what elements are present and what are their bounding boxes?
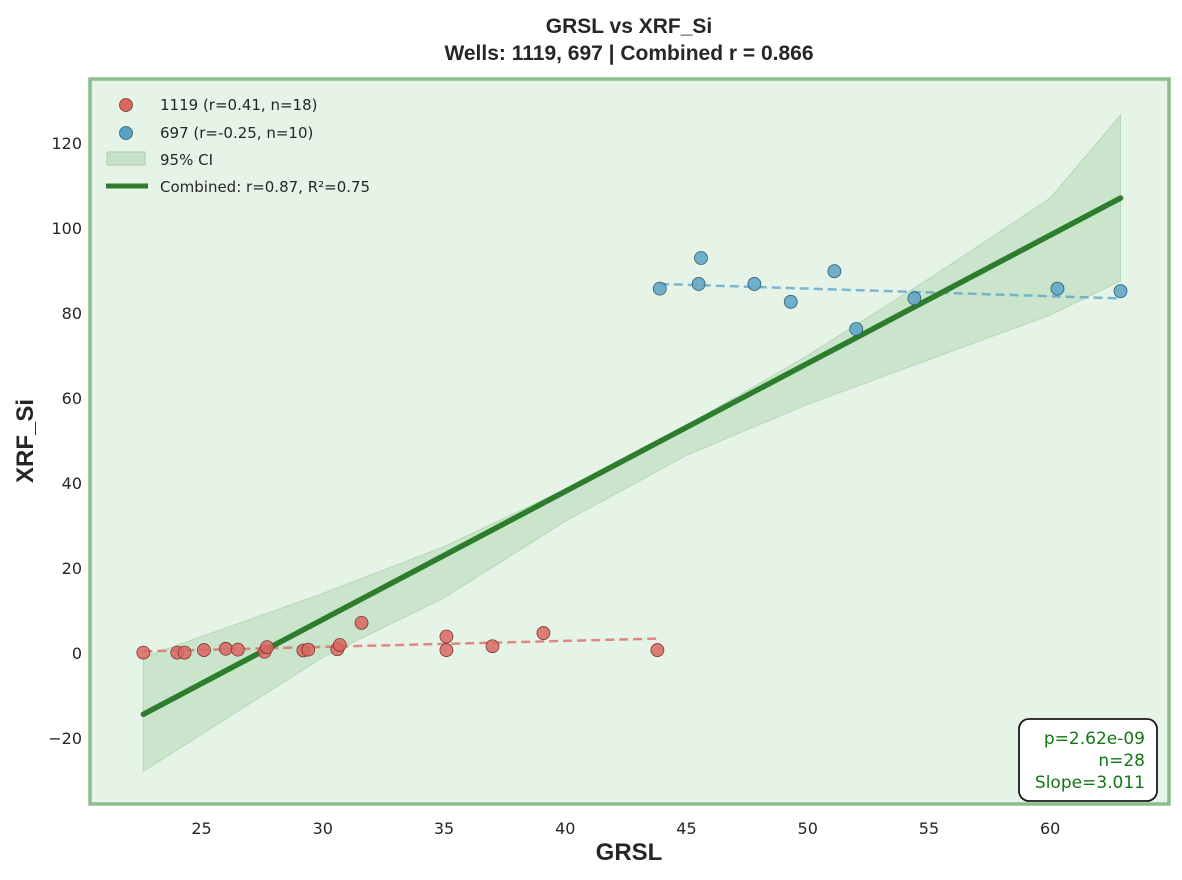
y-axis-label: XRF_Si (12, 399, 39, 483)
data-point-series-0-9 (301, 642, 316, 657)
data-points (136, 251, 1128, 660)
chart-title: GRSL vs XRF_Si (546, 15, 713, 38)
fit-line-series-1 (659, 282, 1121, 300)
data-point-series-0-11 (332, 638, 347, 652)
data-point-series-0-15 (485, 639, 500, 654)
legend-label-1119: 1119 (r=0.41, n=18) (160, 96, 317, 114)
x-tick-label-30: 30 (313, 819, 333, 838)
y-tick-label-20: 20 (62, 559, 82, 578)
legend-marker-1119 (119, 98, 133, 112)
stats-box-frame (1018, 718, 1158, 802)
data-point-series-1-1 (691, 277, 706, 291)
y-tick-label-80: 80 (62, 304, 82, 323)
data-point-series-1-6 (849, 322, 864, 336)
x-tick-label-40: 40 (555, 819, 575, 838)
y-tick-label-100: 100 (51, 219, 82, 238)
y-tick-label-40: 40 (62, 474, 82, 493)
x-tick-label-35: 35 (434, 819, 454, 838)
stats-n: n=28 (1098, 751, 1145, 771)
y-tick-label--20: −20 (48, 729, 82, 748)
data-point-series-1-8 (1050, 281, 1065, 296)
stats-p-value: p=2.62e-09 (1044, 729, 1145, 749)
data-point-series-0-17 (650, 643, 665, 657)
legend-label-697: 697 (r=-0.25, n=10) (160, 124, 313, 142)
legend-label-combined: Combined: r=0.87, R²=0.75 (160, 178, 370, 196)
x-tick-label-45: 45 (676, 819, 696, 838)
x-tick-label-55: 55 (919, 819, 939, 838)
data-point-series-0-14 (439, 643, 454, 657)
x-tick-label-60: 60 (1040, 819, 1060, 838)
combined-regression (140, 195, 1124, 718)
data-point-series-0-7 (260, 640, 274, 654)
data-point-series-1-9 (1113, 284, 1128, 299)
data-point-series-0-0 (136, 645, 151, 660)
legend: 1119 (r=0.41, n=18) 697 (r=-0.25, n=10) … (106, 96, 370, 196)
legend-marker-697 (119, 126, 133, 140)
data-point-series-1-3 (747, 277, 762, 291)
y-tick-label-60: 60 (62, 389, 82, 408)
legend-label-ci: 95% CI (160, 151, 213, 169)
data-point-series-0-5 (231, 642, 245, 657)
y-tick-label-0: 0 (72, 644, 82, 663)
chart-subtitle: Wells: 1119, 697 | Combined r = 0.866 (444, 42, 813, 65)
data-point-series-0-16 (536, 626, 551, 640)
data-point-series-1-0 (652, 281, 667, 296)
stats-box: p=2.62e-09 n=28 Slope=3.011 (1018, 718, 1158, 802)
stats-slope: Slope=3.011 (1035, 773, 1145, 793)
data-point-series-1-5 (827, 264, 842, 279)
legend-ci-swatch (106, 151, 146, 166)
plot-frame (88, 77, 1171, 806)
data-point-series-1-2 (694, 251, 708, 265)
data-point-series-1-4 (783, 294, 798, 309)
x-axis-ticks: 25 30 35 40 45 50 55 60 (191, 819, 1060, 838)
data-point-series-0-13 (439, 629, 454, 644)
data-point-series-0-4 (218, 641, 233, 656)
x-tick-label-25: 25 (191, 819, 211, 838)
y-axis-ticks: −20 0 20 40 60 80 100 120 (48, 134, 82, 748)
y-tick-label-120: 120 (51, 134, 82, 153)
data-point-series-0-2 (177, 645, 192, 660)
data-point-series-1-7 (907, 291, 922, 306)
combined-regression-line (140, 195, 1124, 718)
data-point-series-0-3 (197, 643, 211, 657)
x-tick-label-50: 50 (798, 819, 818, 838)
data-point-series-0-12 (354, 615, 369, 630)
x-axis-label: GRSL (596, 839, 663, 866)
